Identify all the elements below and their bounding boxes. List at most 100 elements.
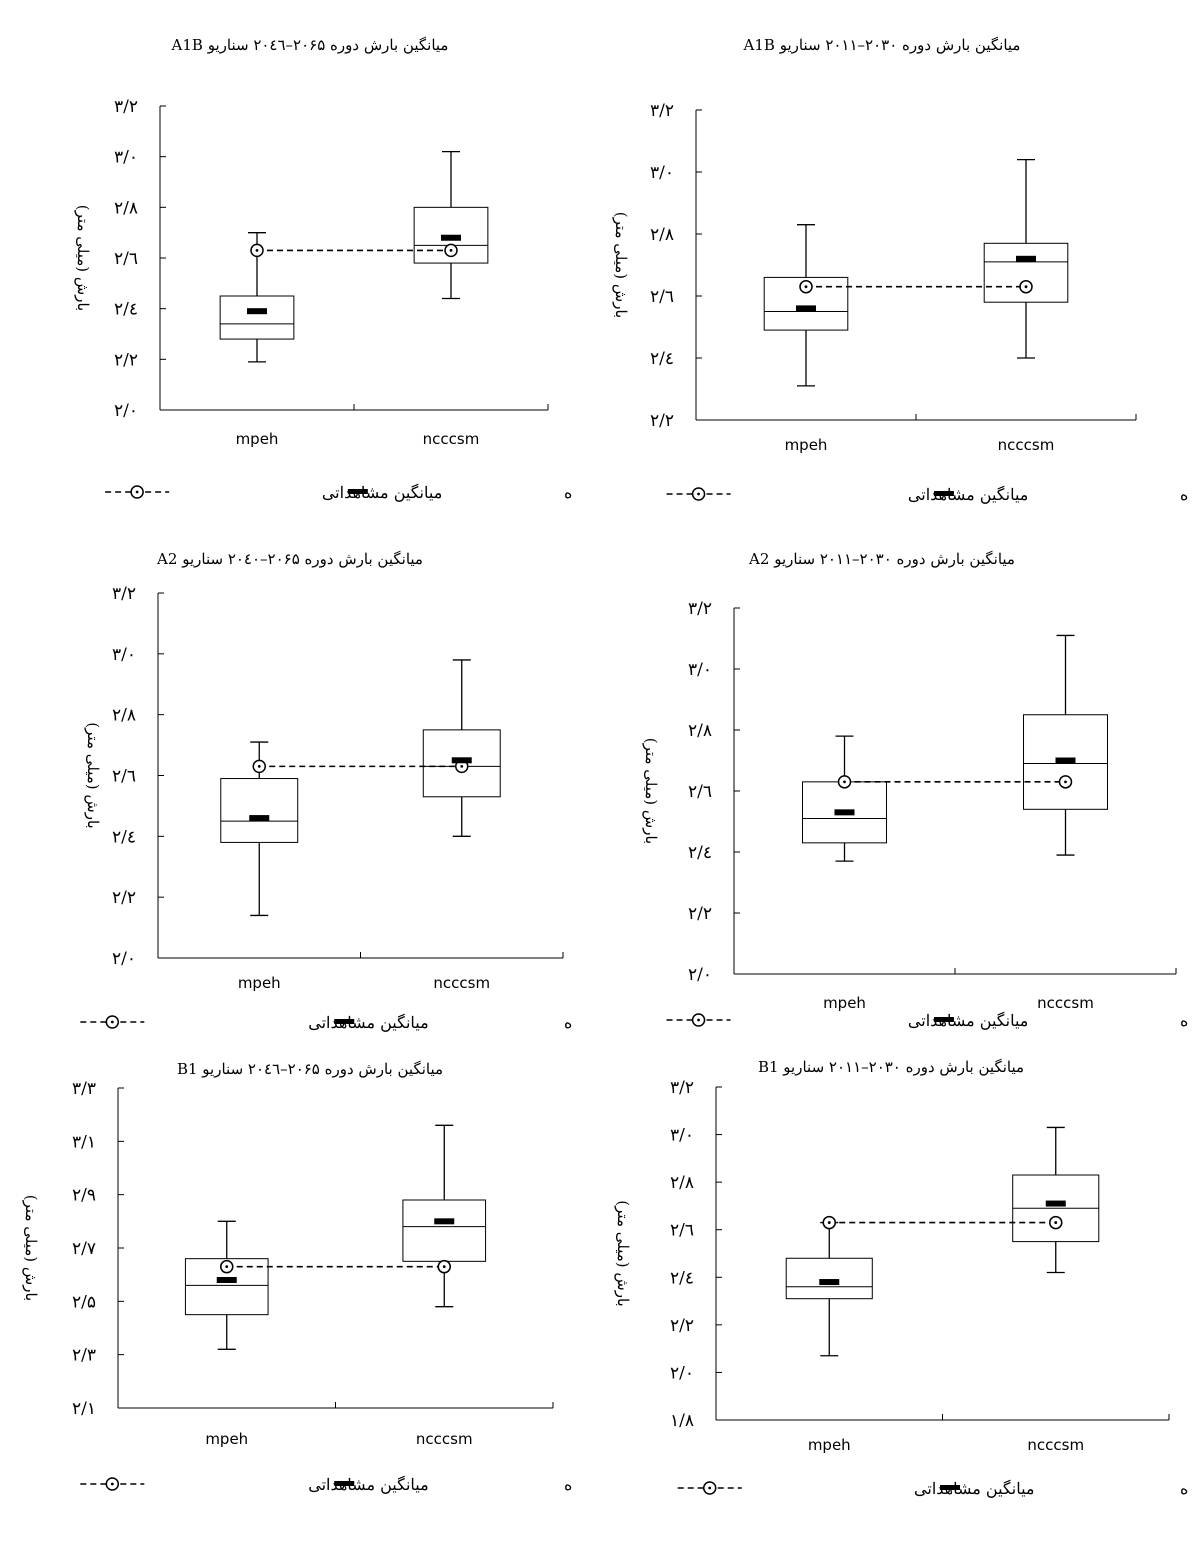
chart-svg: میانگین بارش دوره ۲۰۳۰–۲۰۱۱ سناریو A1B ۲/… — [612, 36, 1188, 504]
observed-mean-marker-dot — [449, 249, 453, 252]
chart-svg: میانگین بارش دوره ۲۰۳۰–۲۰۱۱ سناریو A2 ۲/۰… — [642, 550, 1188, 1030]
predicted-mean-marker — [1055, 757, 1076, 764]
y-axis-label: بارش (میلی متر) — [612, 212, 630, 318]
legend-predicted-marker — [334, 1019, 355, 1024]
predicted-mean-marker — [441, 234, 461, 241]
legend: میانگین پیش بینی شده میانگین مشاهداتی — [105, 483, 572, 502]
y-tick-label: ۲/۰ — [670, 1363, 694, 1383]
y-tick-label: ۲/۲ — [112, 888, 136, 908]
legend: میانگین پیش بینی شده میانگین مشاهداتی — [80, 1475, 572, 1494]
y-tick-label: ۲/۹ — [72, 1186, 96, 1206]
chart-title: میانگین بارش دوره ۲۰۶۵–۲۰٤٦ سناریو A1B — [171, 36, 449, 54]
chart-panel-a1b-2011-2030: میانگین بارش دوره ۲۰۳۰–۲۰۱۱ سناریو A1B ۲/… — [576, 8, 1188, 524]
legend-observed-marker-dot — [110, 1482, 114, 1486]
observed-mean-marker-dot — [827, 1221, 831, 1224]
legend-predicted-label: میانگین پیش بینی شده — [564, 1013, 572, 1032]
x-category-label: ncccsm — [1037, 994, 1094, 1012]
y-tick-label: ۲/۳ — [72, 1346, 96, 1366]
box-iqr — [219, 295, 295, 340]
y-tick-label: ۲/۷ — [72, 1239, 96, 1259]
chart-svg: میانگین بارش دوره ۲۰۶۵–۲۰٤٦ سناریو A1B ۲/… — [74, 36, 572, 502]
y-tick-label: ۲/۰ — [688, 965, 712, 985]
x-category-label: ncccsm — [423, 430, 480, 448]
y-tick-label: ۲/۲ — [688, 904, 712, 924]
chart-title: میانگین بارش دوره ۲۰۶۵–۲۰٤٦ سناریو B1 — [177, 1060, 443, 1078]
y-tick-label: ۳/۱ — [72, 1132, 96, 1152]
legend-predicted-marker — [933, 1017, 954, 1022]
x-category-label: ncccsm — [998, 436, 1055, 454]
legend-observed-label: میانگین مشاهداتی — [308, 1013, 428, 1032]
observed-mean-marker-dot — [843, 780, 846, 784]
x-category-label: mpeh — [205, 1430, 248, 1448]
legend-observed-marker-dot — [697, 492, 700, 496]
legend-predicted-marker — [933, 491, 954, 496]
y-tick-label: ۲/٦ — [650, 287, 674, 307]
y-tick-label: ۲/٦ — [112, 767, 136, 787]
y-tick-label: ۲/٦ — [114, 249, 138, 269]
predicted-mean-marker — [834, 809, 855, 816]
y-tick-label: ۲/۸ — [688, 721, 712, 741]
y-tick-label: ۲/٤ — [688, 843, 712, 863]
chart-svg: میانگین بارش دوره ۲۰۳۰–۲۰۱۱ سناریو B1 ۱/۸… — [614, 1058, 1188, 1498]
y-tick-label: ۲/۸ — [112, 706, 136, 726]
predicted-mean-marker — [216, 1277, 237, 1283]
predicted-mean-marker — [819, 1279, 840, 1286]
chart-panel-a1b-2046-2065: میانگین بارش دوره ۲۰۶۵–۲۰٤٦ سناریو A1B ۲/… — [48, 8, 572, 524]
y-axis-label: بارش (میلی متر) — [22, 1195, 40, 1301]
chart-panel-b1-2046-2065: میانگین بارش دوره ۲۰۶۵–۲۰٤٦ سناریو B1 ۲/۱… — [8, 1052, 572, 1534]
observed-mean-marker-dot — [1024, 285, 1028, 289]
y-tick-label: ۳/۰ — [112, 645, 136, 665]
observed-mean-marker-dot — [804, 285, 808, 289]
x-category-label: mpeh — [238, 974, 281, 992]
y-tick-label: ۲/٤ — [670, 1268, 694, 1288]
observed-mean-marker-dot — [1054, 1221, 1058, 1224]
legend-observed-label: میانگین مشاهداتی — [908, 1011, 1028, 1030]
observed-mean-marker-dot — [1064, 780, 1067, 784]
y-tick-label: ۲/۲ — [114, 350, 138, 370]
box-iqr — [220, 778, 299, 843]
y-tick-label: ۲/۱ — [72, 1399, 96, 1419]
x-category-label: mpeh — [236, 430, 279, 448]
predicted-mean-marker — [451, 757, 472, 764]
y-axis-label: بارش (میلی متر) — [74, 205, 92, 311]
chart-panel-a2-2040-2065: میانگین بارش دوره ۲۰۶۵–۲۰٤۰ سناریو A2 ۲/۰… — [8, 528, 572, 1046]
legend-predicted-marker — [334, 1481, 355, 1486]
y-tick-label: ۲/٤ — [114, 300, 138, 320]
legend-observed-marker-dot — [110, 1020, 114, 1024]
y-tick-label: ۳/۳ — [72, 1079, 96, 1099]
y-tick-label: ۱/۸ — [670, 1411, 694, 1431]
y-tick-label: ۲/٦ — [688, 782, 712, 802]
observed-mean-marker-dot — [225, 1265, 229, 1269]
legend-predicted-marker — [940, 1485, 961, 1490]
y-axis-label: بارش (میلی متر) — [84, 722, 102, 828]
y-tick-label: ۳/۰ — [670, 1126, 694, 1146]
legend-observed-label: میانگین مشاهداتی — [914, 1479, 1034, 1498]
predicted-mean-marker — [247, 308, 267, 315]
legend-observed-label: میانگین مشاهداتی — [308, 1475, 428, 1494]
y-tick-label: ۲/۲ — [670, 1316, 694, 1336]
predicted-mean-marker — [434, 1218, 455, 1225]
y-tick-label: ۳/۲ — [114, 97, 138, 117]
chart-svg: میانگین بارش دوره ۲۰۶۵–۲۰٤٦ سناریو B1 ۲/۱… — [22, 1060, 572, 1494]
y-tick-label: ۲/۸ — [114, 198, 138, 218]
y-tick-label: ۲/٤ — [112, 827, 136, 847]
y-tick-label: ۲/۰ — [112, 949, 136, 969]
y-tick-label: ۳/۰ — [650, 163, 674, 183]
x-category-label: mpeh — [808, 1436, 851, 1454]
x-category-label: mpeh — [785, 436, 828, 454]
y-tick-label: ۳/۰ — [688, 660, 712, 680]
chart-panel-b1-2011-2030: میانگین بارش دوره ۲۰۳۰–۲۰۱۱ سناریو B1 ۱/۸… — [594, 1052, 1188, 1534]
observed-mean-marker-dot — [442, 1265, 446, 1269]
legend-predicted-label: میانگین پیش بینی شده — [1180, 1011, 1188, 1030]
legend: میانگین پیش بینی شده میانگین مشاهداتی — [666, 1011, 1188, 1030]
box-iqr — [785, 1257, 873, 1300]
chart-title: میانگین بارش دوره ۲۰۳۰–۲۰۱۱ سناریو B1 — [758, 1058, 1024, 1076]
legend: میانگین پیش بینی شده میانگین مشاهداتی — [666, 485, 1188, 504]
y-tick-label: ۲/۸ — [650, 225, 674, 245]
legend-observed-marker-dot — [697, 1018, 700, 1022]
x-category-label: ncccsm — [416, 1430, 473, 1448]
y-axis-label: بارش (میلی متر) — [642, 738, 660, 844]
legend: میانگین پیش بینی شده میانگین مشاهداتی — [677, 1479, 1188, 1498]
y-tick-label: ۳/۲ — [650, 101, 674, 121]
predicted-mean-marker — [796, 305, 816, 312]
